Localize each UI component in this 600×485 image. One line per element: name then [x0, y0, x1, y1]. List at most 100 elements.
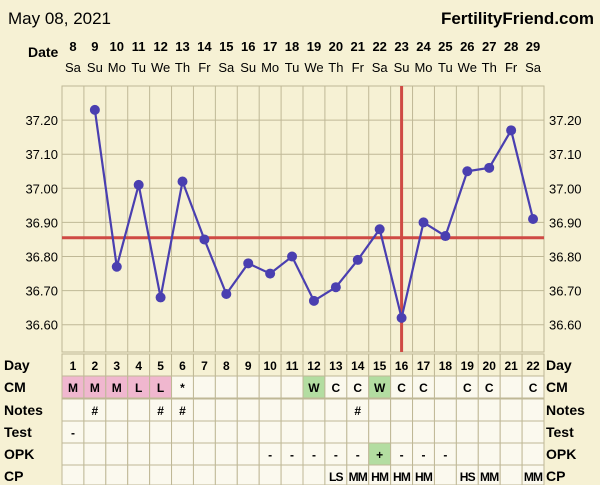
notes-cell — [368, 398, 392, 422]
day-value: 5 — [157, 359, 164, 373]
cp-cell — [127, 464, 151, 485]
cp-value: LS — [329, 470, 344, 484]
day-value: 3 — [113, 359, 120, 373]
cp-cell — [236, 464, 260, 485]
date-tick: 18 — [285, 39, 299, 54]
opk-cell — [171, 442, 194, 466]
temperature-point — [462, 166, 473, 177]
day-value: 9 — [245, 359, 252, 373]
opk-value: - — [443, 448, 447, 462]
cm-value: C — [397, 381, 406, 395]
notes-cell — [477, 398, 501, 422]
weekday-tick: Su — [394, 60, 410, 75]
test-cell — [346, 420, 370, 444]
date-tick: 29 — [526, 39, 540, 54]
temperature-point — [89, 104, 100, 115]
opk-cell — [127, 442, 151, 466]
weekday-tick: Sa — [65, 60, 82, 75]
temperature-point — [374, 224, 385, 235]
opk-cell — [83, 442, 107, 466]
date-tick: 21 — [351, 39, 365, 54]
opk-cell — [455, 442, 479, 466]
cp-value: HM — [371, 470, 389, 484]
cm-value: M — [68, 381, 78, 395]
day-value: 7 — [201, 359, 208, 373]
cp-row-label-left: CP — [4, 468, 23, 484]
test-cell — [127, 420, 151, 444]
opk-value: - — [400, 448, 404, 462]
test-cell — [280, 420, 304, 444]
day-value: 15 — [373, 359, 387, 373]
day-value: 16 — [395, 359, 409, 373]
day-value: 21 — [504, 359, 518, 373]
weekday-tick: Su — [240, 60, 256, 75]
opk-value: - — [422, 448, 426, 462]
weekday-tick: Mo — [108, 60, 126, 75]
temperature-point — [418, 217, 429, 228]
temperature-point — [243, 258, 254, 269]
opk-value: - — [356, 448, 360, 462]
notes-cell — [258, 398, 282, 422]
opk-cell — [105, 442, 129, 466]
day-value: 1 — [70, 359, 77, 373]
y-tick-right: 36.80 — [549, 250, 582, 265]
cm-cell — [258, 375, 282, 399]
site-brand[interactable]: FertilityFriend.com — [441, 9, 594, 28]
weekday-tick: Tu — [285, 60, 300, 75]
temperature-point — [396, 312, 407, 323]
cp-value: MM — [480, 470, 499, 484]
notes-value: # — [354, 404, 361, 418]
temperature-point — [330, 282, 341, 293]
y-tick-right: 36.60 — [549, 318, 582, 333]
day-value: 18 — [439, 359, 453, 373]
day-value: 22 — [526, 359, 540, 373]
weekday-tick: Sa — [372, 60, 389, 75]
opk-cell — [477, 442, 501, 466]
test-cell — [236, 420, 260, 444]
cp-cell — [433, 464, 457, 485]
cp-cell — [280, 464, 304, 485]
temperature-point — [177, 176, 188, 187]
day-value: 19 — [461, 359, 475, 373]
test-cell — [477, 420, 501, 444]
cm-value: C — [485, 381, 494, 395]
cm-value: C — [529, 381, 538, 395]
opk-cell — [149, 442, 173, 466]
cp-cell — [499, 464, 523, 485]
y-tick-left: 36.60 — [25, 318, 58, 333]
opk-value: + — [376, 448, 383, 462]
y-tick-left: 37.00 — [25, 181, 58, 196]
opk-row-label-left: OPK — [4, 446, 34, 462]
date-tick: 27 — [482, 39, 496, 54]
cm-cell — [499, 375, 523, 399]
cp-cell — [521, 464, 545, 485]
opk-cell — [521, 442, 545, 466]
date-tick: 15 — [219, 39, 233, 54]
opk-cell — [214, 442, 238, 466]
temperature-point — [155, 292, 166, 303]
weekday-tick: Mo — [261, 60, 279, 75]
notes-cell — [499, 398, 523, 422]
day-value: 14 — [351, 359, 365, 373]
test-cell — [521, 420, 545, 444]
temperature-point — [484, 162, 495, 173]
temperature-line — [93, 109, 535, 319]
weekday-tick: Mo — [414, 60, 432, 75]
temperature-point — [133, 179, 144, 190]
date-tick: 23 — [394, 39, 408, 54]
date-tick: 26 — [460, 39, 474, 54]
cm-row-label-left: CM — [4, 379, 26, 395]
day-value: 4 — [135, 359, 142, 373]
opk-cell — [61, 442, 85, 466]
opk-cell — [499, 442, 523, 466]
notes-cell — [412, 398, 435, 422]
cm-cell — [280, 375, 304, 399]
chart-date: May 08, 2021 — [8, 9, 111, 28]
test-cell — [214, 420, 238, 444]
notes-cell — [455, 398, 479, 422]
cm-cell — [236, 375, 260, 399]
notes-cell — [433, 398, 457, 422]
test-cell — [499, 420, 523, 444]
temperature-point — [287, 251, 298, 262]
